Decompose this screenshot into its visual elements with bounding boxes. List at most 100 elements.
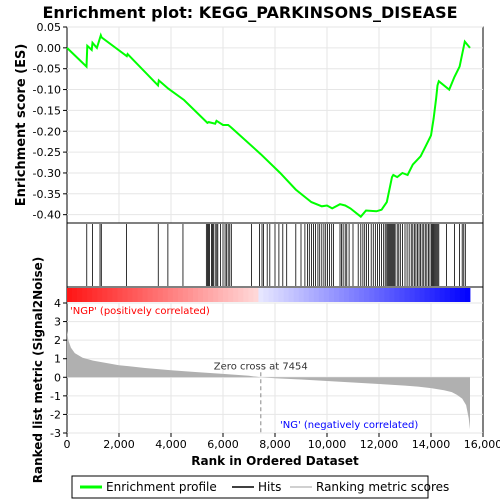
- ranking-color-strip: [147, 288, 154, 302]
- x-tick-label: 4,000: [155, 438, 187, 451]
- ranking-color-strip: [263, 288, 269, 302]
- metric-tick-label: 1: [54, 353, 61, 366]
- ranking-color-strip: [172, 288, 179, 302]
- metric-tick-label: -1: [50, 390, 61, 403]
- hit-marks: [86, 224, 466, 286]
- ranking-color-strip: [339, 288, 345, 302]
- metric-tick-label: 2: [54, 334, 61, 347]
- ranking-color-strip: [82, 288, 88, 302]
- x-tick-label: 6,000: [207, 438, 239, 451]
- ranking-color-strip: [374, 288, 380, 302]
- ranking-color-strip: [137, 288, 143, 302]
- ranking-color-strip: [404, 288, 410, 302]
- ranking-color-strip: [177, 288, 184, 302]
- ranking-color-strip: [248, 288, 254, 302]
- ranking-color-strip: [228, 288, 234, 302]
- ranking-color-strip: [444, 288, 451, 302]
- ranking-color-strip: [213, 288, 219, 302]
- ranking-color-strip: [283, 288, 290, 302]
- ranking-color-strip: [364, 288, 370, 302]
- ranking-color-bar: [66, 286, 484, 304]
- metric-tick-label: -3: [50, 427, 61, 440]
- ranking-color-strip: [323, 288, 330, 302]
- es-tick-label: -0.05: [33, 63, 61, 76]
- ranking-color-strip: [399, 288, 405, 302]
- ranking-color-strip: [359, 288, 365, 302]
- x-axis-label: Rank in Ordered Dataset: [191, 454, 359, 468]
- metric-tick-label: 3: [54, 316, 61, 329]
- ranking-color-strip: [288, 288, 295, 302]
- ranking-color-strip: [459, 288, 466, 302]
- positive-correlation-label: 'NGP' (positively correlated): [70, 306, 210, 317]
- es-tick-label: -0.10: [33, 84, 61, 97]
- ranking-color-strip: [203, 288, 209, 302]
- metric-grid: [67, 302, 483, 434]
- legend-enrichment-profile: Enrichment profile: [106, 480, 217, 494]
- ranking-color-strip: [303, 288, 310, 302]
- ranking-color-strip: [344, 288, 350, 302]
- ranking-color-strip: [152, 288, 159, 302]
- metric-tick-label: 4: [54, 297, 61, 310]
- ranking-color-strip: [328, 288, 335, 302]
- ranking-color-strip: [333, 288, 340, 302]
- ranking-color-strip: [424, 288, 431, 302]
- ranking-color-strip: [273, 288, 279, 302]
- legend: Enrichment profile Hits Ranking metric s…: [71, 475, 449, 499]
- hits-panel: [66, 222, 484, 288]
- x-tick-label: 0: [64, 438, 71, 451]
- x-tick-label: 10,000: [308, 438, 347, 451]
- ranking-color-strip: [77, 288, 83, 302]
- ranking-color-strip: [369, 288, 375, 302]
- es-tick-label: -0.20: [33, 125, 61, 138]
- ranking-color-strip: [278, 288, 285, 302]
- es-y-axis-label: Enrichment score (ES): [14, 44, 29, 207]
- x-tick-label: 8,000: [259, 438, 291, 451]
- negative-correlation-label: 'NG' (negatively correlated): [280, 420, 418, 431]
- ranking-color-strip: [112, 288, 118, 302]
- chart-title: Enrichment plot: KEGG_PARKINSONS_DISEASE: [42, 3, 457, 22]
- x-tick-label: 12,000: [360, 438, 399, 451]
- ranking-color-strip: [192, 288, 199, 302]
- ranking-color-strip: [354, 288, 360, 302]
- ranking-color-strip: [117, 288, 123, 302]
- metric-tick-label: -2: [50, 408, 61, 421]
- metric-y-axis-label: Ranked list metric (Signal2Noise): [31, 257, 45, 484]
- es-y-ticks: 0.05 0.00 -0.05 -0.10 -0.15 -0.20 -0.25 -0.30 -0…: [33, 21, 67, 222]
- metric-y-ticks: 4 3 2 1 0 -1 -2 -3: [50, 297, 67, 440]
- x-tick-label: 16,000: [464, 438, 500, 451]
- legend-ranking-metric-scores: Ranking metric scores: [316, 480, 449, 494]
- es-tick-label: -0.40: [33, 209, 61, 222]
- ranking-color-strip: [72, 288, 78, 302]
- ranking-color-strip: [258, 288, 264, 302]
- ranking-color-strip: [182, 288, 189, 302]
- es-tick-label: -0.30: [33, 167, 61, 180]
- ranking-color-strip: [379, 288, 385, 302]
- ranking-color-strip: [233, 288, 239, 302]
- ranking-color-strip: [394, 288, 400, 302]
- ranking-color-strip: [318, 288, 325, 302]
- rank-metric-panel: Zero cross at 7454 'NGP' (positively cor…: [31, 257, 500, 484]
- ranking-color-strip: [268, 288, 274, 302]
- ranking-color-strip: [298, 288, 305, 302]
- es-panel: 0.05 0.00 -0.05 -0.10 -0.15 -0.20 -0.25 -0.30 -0…: [14, 21, 484, 224]
- zero-cross-label: Zero cross at 7454: [214, 361, 308, 372]
- ranking-color-strip: [464, 288, 471, 302]
- ranking-color-strip: [157, 288, 164, 302]
- ranking-color-strips: [67, 288, 471, 302]
- ranking-color-strip: [429, 288, 436, 302]
- ranking-color-strip: [97, 288, 103, 302]
- x-tick-label: 2,000: [103, 438, 135, 451]
- ranking-color-strip: [449, 288, 456, 302]
- ranking-color-strip: [389, 288, 395, 302]
- es-tick-label: -0.15: [33, 104, 61, 117]
- metric-tick-label: 0: [54, 371, 61, 384]
- ranking-color-strip: [313, 288, 320, 302]
- ranking-color-strip: [243, 288, 249, 302]
- ranking-color-strip: [127, 288, 133, 302]
- ranking-color-strip: [218, 288, 224, 302]
- ranking-color-strip: [122, 288, 128, 302]
- ranking-color-strip: [414, 288, 421, 302]
- ranking-color-strip: [434, 288, 441, 302]
- ranking-color-strip: [162, 288, 169, 302]
